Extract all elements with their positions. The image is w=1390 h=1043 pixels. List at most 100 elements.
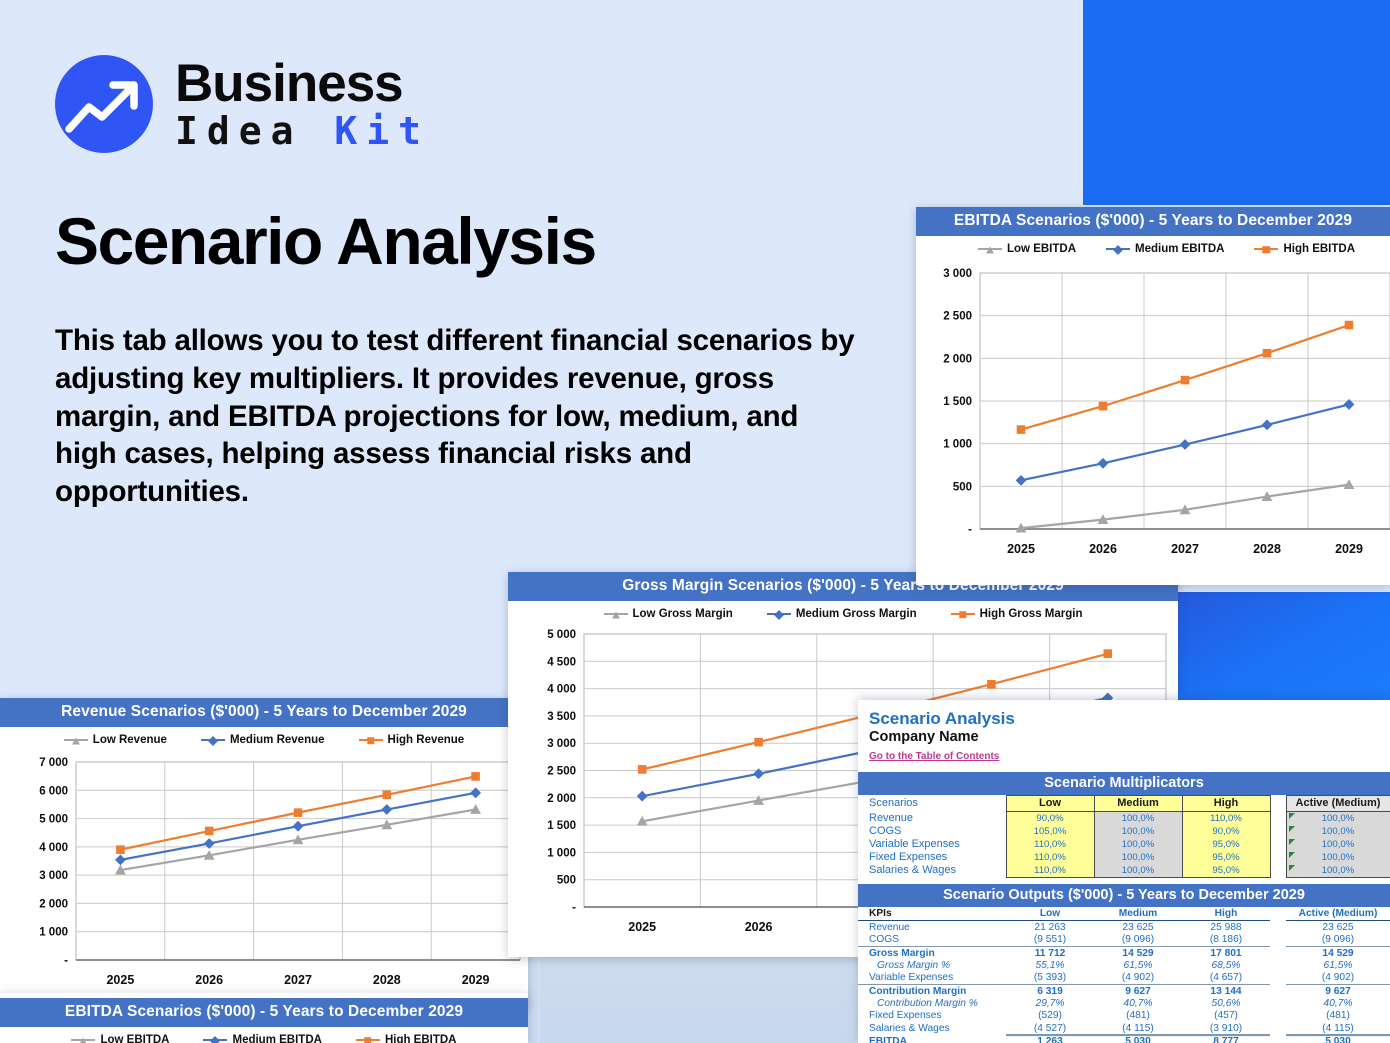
multiplicator-high[interactable]: 95,0%	[1181, 850, 1271, 864]
multiplicator-low[interactable]: 90,0%	[1005, 810, 1095, 825]
legend-label: Low EBITDA	[1007, 242, 1076, 255]
output-high: (8 186)	[1209, 934, 1243, 946]
multiplicator-medium[interactable]: 100,0%	[1093, 824, 1183, 838]
multiplicator-medium[interactable]: 100,0%	[1093, 850, 1183, 864]
legend-label: High Revenue	[387, 733, 465, 746]
legend-item-high-revenue: High Revenue	[358, 733, 465, 746]
multiplicator-medium[interactable]: 100,0%	[1093, 810, 1183, 825]
multiplicators-row-label: Scenarios	[869, 797, 918, 810]
multiplicator-high[interactable]: 95,0%	[1181, 863, 1271, 878]
legend-item-medium-ebitda: Medium EBITDA	[1106, 243, 1224, 255]
output-medium: 40,7%	[1123, 998, 1153, 1010]
sheet-company-name: Company Name	[869, 729, 979, 746]
output-active: (4 902)	[1321, 972, 1355, 984]
multiplicator-low[interactable]: 105,0%	[1005, 824, 1095, 838]
svg-text:5 000: 5 000	[547, 629, 576, 641]
table-of-contents-link[interactable]: Go to the Table of Contents	[869, 750, 1000, 762]
spacer	[1270, 825, 1286, 838]
medium-series-swatch-icon	[203, 1035, 228, 1043]
sheet-heading: Scenario Analysis	[869, 709, 1015, 728]
multiplicator-low[interactable]: 110,0%	[1005, 837, 1095, 851]
multiplicator-high[interactable]: 110,0%	[1181, 810, 1271, 825]
multiplicator-active[interactable]: 100,0%	[1285, 824, 1390, 838]
high-series-swatch-icon	[1254, 245, 1279, 254]
output-high: (457)	[1214, 1010, 1238, 1022]
output-high: 13 144	[1182, 983, 1270, 998]
outputs-header-row: KPIs Low Medium High Active (Medium)	[858, 907, 1390, 922]
ebitda-bottom-chart-card: EBITDA Scenarios ($'000) - 5 Years to De…	[0, 993, 528, 1043]
svg-text:1 500: 1 500	[943, 396, 972, 408]
multiplicator-active[interactable]: 100,0%	[1285, 863, 1390, 878]
output-low: 1 263	[1006, 1034, 1094, 1043]
scenario-analysis-sheet: Scenario Analysis Company Name Go to the…	[858, 700, 1390, 1043]
svg-text:1 000: 1 000	[39, 926, 68, 938]
revenue-plot-area: - 1 000 2 000 3 000 4 000 5 000 6 000 7 000 2025…	[0, 750, 528, 1000]
multiplicator-high[interactable]: 90,0%	[1181, 824, 1271, 838]
low-series-swatch-icon	[71, 1037, 96, 1043]
legend-item-medium-ebitda: Medium EBITDA	[203, 1034, 322, 1043]
output-label: Revenue	[869, 921, 910, 933]
svg-text:4 000: 4 000	[39, 841, 68, 853]
output-medium: (9 096)	[1121, 934, 1155, 946]
legend-item-low-revenue: Low Revenue	[63, 734, 167, 746]
ebitda-top-chart-title: EBITDA Scenarios ($'000) - 5 Years to De…	[916, 207, 1390, 236]
brand-logo: Business Idea Kit	[55, 55, 430, 153]
svg-text:4 500: 4 500	[547, 656, 576, 668]
output-row: Gross Margin % 55,1% 61,5% 68,5% 61,5%	[858, 959, 1390, 971]
legend-item-low-ebitda: Low EBITDA	[978, 243, 1076, 255]
svg-text:2028: 2028	[1253, 542, 1281, 556]
output-label: Variable Expenses	[869, 972, 954, 984]
multiplicator-label: COGS	[869, 825, 902, 838]
svg-text:-: -	[968, 524, 972, 536]
multiplicator-active[interactable]: 100,0%	[1285, 837, 1390, 851]
output-medium: (4 902)	[1121, 972, 1155, 984]
multiplicator-label: Variable Expenses	[869, 838, 960, 851]
legend-label: Medium Gross Margin	[795, 607, 917, 620]
svg-text:3 000: 3 000	[547, 738, 576, 750]
output-active: (481)	[1326, 1010, 1350, 1022]
svg-text:2029: 2029	[1335, 542, 1363, 556]
output-high: 25 988	[1210, 921, 1242, 933]
svg-text:6 000: 6 000	[39, 785, 68, 797]
output-label: EBITDA	[869, 1035, 907, 1043]
multiplicator-low[interactable]: 110,0%	[1005, 850, 1095, 864]
output-low: (5 393)	[1033, 972, 1067, 984]
output-row: Salaries & Wages (4 527) (4 115) (3 910) (4 …	[858, 1022, 1390, 1035]
svg-text:2025: 2025	[628, 920, 656, 934]
multiplicator-active[interactable]: 100,0%	[1285, 850, 1390, 864]
spacer	[1270, 946, 1286, 959]
spacer	[1270, 997, 1286, 1009]
svg-text:1 000: 1 000	[943, 438, 972, 450]
medium-series-swatch-icon	[1106, 244, 1130, 255]
multiplicator-label: Fixed Expenses	[869, 851, 948, 864]
scenario-outputs-table: KPIs Low Medium High Active (Medium) Rev…	[858, 907, 1390, 1043]
multiplicator-medium[interactable]: 100,0%	[1093, 863, 1183, 878]
output-row: Variable Expenses (5 393) (4 902) (4 657) (4…	[858, 972, 1390, 985]
svg-text:2026: 2026	[195, 973, 223, 987]
legend-item-low-gross-margin: Low Gross Margin	[603, 608, 733, 620]
ebitda-bottom-chart-title: EBITDA Scenarios ($'000) - 5 Years to De…	[0, 998, 528, 1027]
multiplicator-low[interactable]: 110,0%	[1005, 863, 1095, 878]
svg-text:2 000: 2 000	[943, 353, 972, 365]
spacer	[1270, 933, 1286, 946]
sheet-header: Scenario Analysis Company Name Go to the…	[858, 700, 1390, 764]
multiplicator-active[interactable]: 100,0%	[1285, 810, 1390, 825]
multiplicator-row: COGS 105,0% 100,0% 90,0% 100,0%	[858, 824, 1390, 838]
output-active: 9 627	[1286, 983, 1390, 998]
output-high: 17 801	[1182, 945, 1270, 960]
column-header-medium: Medium	[1094, 907, 1182, 922]
svg-text:2028: 2028	[373, 973, 401, 987]
legend-label: High EBITDA	[1283, 242, 1356, 255]
brand-name-kit: Kit	[334, 108, 431, 153]
multiplicator-medium[interactable]: 100,0%	[1093, 837, 1183, 851]
ebitda-top-chart-card: EBITDA Scenarios ($'000) - 5 Years to De…	[916, 207, 1390, 585]
svg-text:500: 500	[953, 481, 972, 493]
scenario-multiplicators-table: Scenarios Low Medium High Active (Medium…	[858, 794, 1390, 878]
column-header-low: Low	[1006, 907, 1094, 922]
page-description: This tab allows you to test different fi…	[55, 324, 855, 508]
output-low: 55,1%	[1035, 959, 1065, 971]
output-low: (9 551)	[1033, 934, 1067, 946]
multiplicator-high[interactable]: 95,0%	[1181, 837, 1271, 851]
brand-name-idea: Idea	[175, 108, 303, 153]
svg-text:5 000: 5 000	[39, 813, 68, 825]
